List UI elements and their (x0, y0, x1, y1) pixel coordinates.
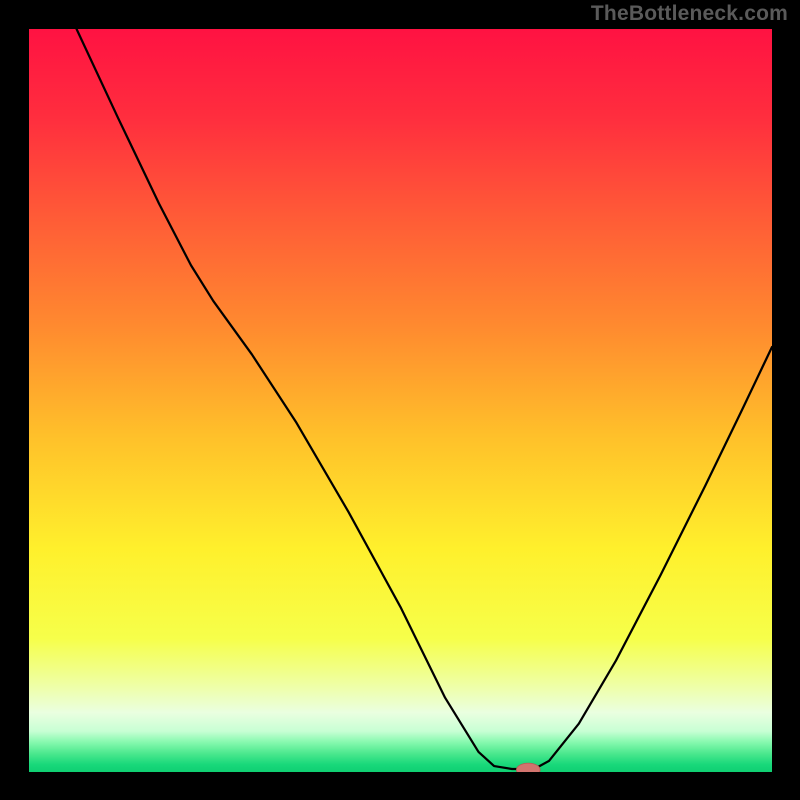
gradient-background (29, 29, 772, 772)
chart-svg (29, 29, 772, 772)
bottleneck-chart (29, 29, 772, 772)
watermark-text: TheBottleneck.com (591, 2, 788, 26)
